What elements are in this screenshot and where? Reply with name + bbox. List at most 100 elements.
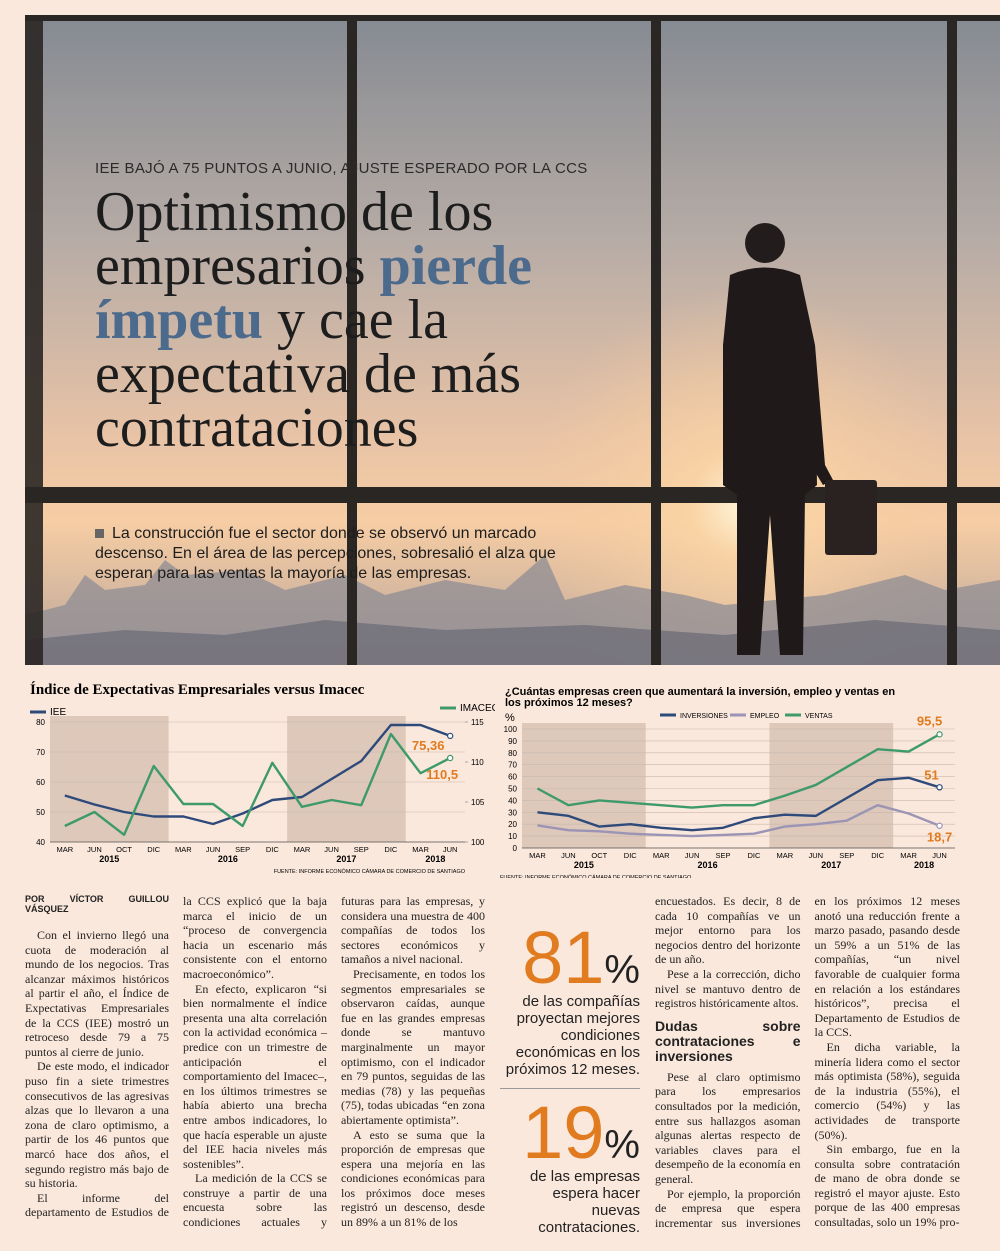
pull-quote-number: 19 [522,1091,605,1174]
pull-quote-number: 81 [522,916,605,999]
paragraph: Con el invierno llegó una cuota de moder… [25,928,169,1059]
x-tick-label: JUN [685,851,700,860]
legend-label: INVERSIONES [680,713,728,720]
data-label: 95,5 [917,713,942,728]
y-tick-label: 100 [504,725,518,734]
year-label: 2016 [218,854,238,864]
y2-tick-label: 115 [471,718,484,727]
pull-quote: 81% de las compañías proyectan mejores c… [500,921,640,1079]
x-tick-label: DIC [871,851,885,860]
x-tick-label: MAR [175,845,192,854]
x-tick-label: MAR [56,845,73,854]
line [536,733,941,809]
chart-title: ¿Cuántas empresas creen que aumentará la… [505,686,895,709]
paragraph: A esto se suma que la proporción de empr… [341,1127,485,1230]
x-tick-label: SEP [354,845,369,854]
year-band [287,716,406,842]
x-tick-label: MAR [653,851,670,860]
end-marker [446,754,454,762]
source: FUENTE: INFORME ECONÓMICO CÁMARA DE COME… [500,874,692,878]
x-tick-label: OCT [591,851,607,860]
x-tick-label: MAR [900,851,917,860]
headline-text: y cae la expectativa de más contratacion… [95,289,522,459]
x-tick-label: MAR [294,845,311,854]
x-tick-label: DIC [624,851,638,860]
data-label: 51 [924,767,938,782]
source: FUENTE: INFORME ECONÓMICO CÁMARA DE COME… [274,868,466,875]
article-columns: encuestados. Es decir, 8 de cada 10 comp… [655,894,960,1230]
y-tick-label: 50 [508,785,517,794]
year-label: 2018 [914,860,934,870]
paragraph: Precisamente, en todos los segmentos emp… [341,966,485,1127]
pull-quote-unit: % [604,948,640,992]
x-tick-label: DIC [748,851,762,860]
end-marker [936,784,943,791]
x-tick-label: MAR [412,845,429,854]
paragraph: Pese al claro optimismo para los empresa… [655,1069,801,1186]
x-tick-label: OCT [116,845,132,854]
y2-tick-label: 110 [471,758,484,767]
x-tick-label: MAR [529,851,546,860]
y-tick-label: 90 [508,737,517,746]
x-tick-label: DIC [384,845,398,854]
x-tick-label: MAR [777,851,794,860]
x-tick-label: DIC [147,845,161,854]
paragraph: En efecto, explicaron “si bien normalmen… [183,981,327,1171]
pull-quote-unit: % [604,1123,640,1167]
year-label: 2017 [821,860,841,870]
year-band [769,723,894,848]
data-label: 75,36 [412,738,445,753]
paragraph: De este modo, el indicador puso fin a si… [25,1059,169,1191]
hero-image [25,15,1000,665]
x-tick-label: SEP [235,845,250,854]
y-tick-label: 40 [36,838,45,847]
pull-quote-text: de las empresas espera hacer nuevas cont… [529,1168,640,1236]
legend-label: IEE [50,707,66,718]
x-tick-label: JUN [443,845,458,854]
y-tick-label: 50 [36,808,45,817]
paragraph: Sin embargo, fue en la consulta sobre co… [814,1142,961,1230]
kicker: IEE BAJÓ A 75 PUNTOS A JUNIO, AJUSTE ESP… [95,160,588,177]
end-marker [446,732,454,740]
y-tick-label: 60 [36,778,45,787]
y-tick-label: 0 [513,844,518,853]
lead: La construcción fue el sector donde se o… [95,524,585,584]
y-tick-label: 80 [508,749,517,758]
chart: ¿Cuántas empresas creen que aumentará la… [500,686,955,878]
y-tick-label: 30 [508,808,517,817]
bullet [95,529,104,538]
article-columns: POR VÍCTOR GUILLOU VÁSQUEZ Con el invier… [25,894,485,1230]
x-tick-label: JUN [324,845,339,854]
paragraph: Por ejemplo, la proporción de empresa qu… [655,894,960,1230]
y-tick-label: 70 [508,761,517,770]
year-band [522,723,646,848]
headline: Optimismo de los empresarios pierde ímpe… [95,184,585,456]
line [537,776,940,832]
headline-highlight: pierde ímpetu [95,235,532,351]
data-label: 18,7 [927,830,952,845]
x-tick-label: JUN [561,851,576,860]
year-label: 2018 [425,854,445,864]
pull-quote-text: de las compañías proyectan mejores condi… [505,993,640,1078]
byline: POR VÍCTOR GUILLOU VÁSQUEZ [25,894,169,914]
x-tick-label: JUN [932,851,947,860]
year-label: 2015 [574,860,594,870]
data-label: 110,5 [426,767,458,782]
year-label: 2017 [336,854,356,864]
end-marker [936,731,943,738]
y2-tick-label: 100 [471,838,485,847]
chart-title: Índice de Expectativas Empresariales ver… [30,681,365,698]
x-tick-label: JUN [206,845,221,854]
headline-text: Optimismo de los empresarios [95,181,494,297]
x-tick-label: SEP [839,851,854,860]
y-tick-label: 40 [508,796,517,805]
chart: Índice de Expectativas Empresariales ver… [30,681,495,875]
x-tick-label: JUN [809,851,824,860]
paragraph: En dicha variable, la minería lidera com… [814,1039,961,1142]
subhead: Dudas sobre contrataciones e inversiones [655,1017,801,1064]
lead-text: La construcción fue el sector donde se o… [95,525,556,582]
paragraph: encuestados. Es decir, 8 de cada 10 comp… [655,894,801,967]
paragraph: La medición de la CCS se construye a par… [183,894,485,1230]
x-tick-label: DIC [266,845,280,854]
